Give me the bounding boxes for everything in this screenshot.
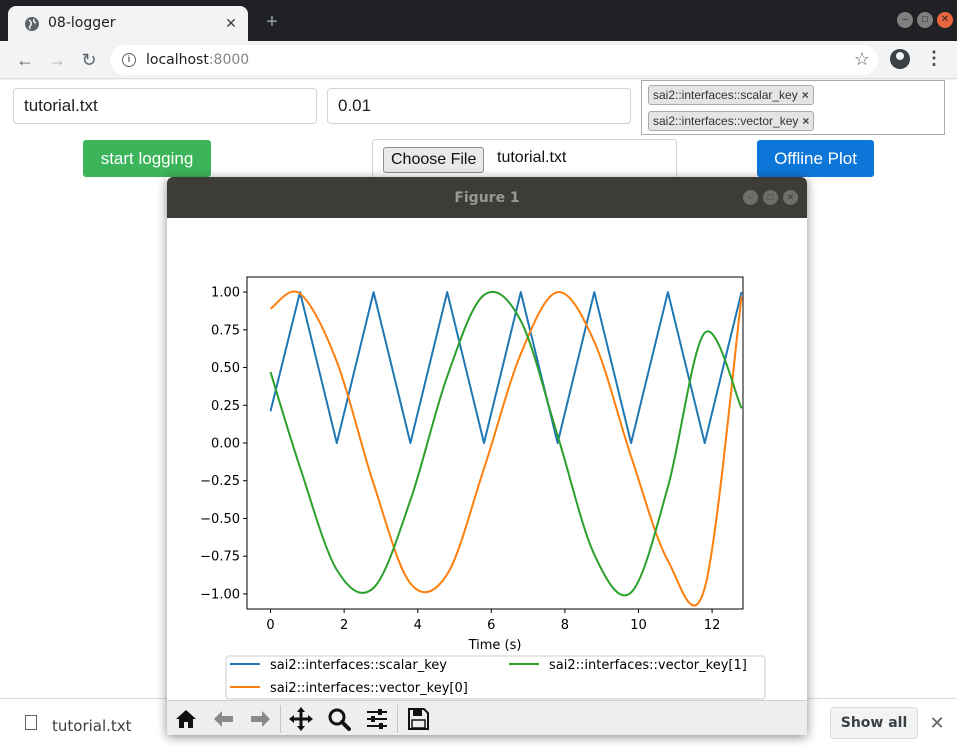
save-icon[interactable] — [405, 706, 431, 732]
selected-key-chip: sai2::interfaces::vector_key × — [648, 111, 815, 131]
toolbar-separator — [280, 705, 281, 733]
remove-chip-icon[interactable]: × — [801, 88, 809, 102]
browser-toolbar: ← → ↻ i localhost:8000 ☆ — [0, 41, 957, 79]
account-avatar-icon[interactable] — [890, 49, 910, 69]
series-line — [269, 290, 743, 607]
figure-window-title: Figure 1 — [454, 190, 520, 206]
toolbar-separator — [397, 705, 398, 733]
log-filename-input[interactable]: tutorial.txt — [13, 88, 317, 124]
y-tick-label: −0.25 — [200, 474, 240, 489]
x-axis-label: Time (s) — [468, 638, 522, 653]
x-tick-label: 8 — [561, 618, 569, 633]
x-tick-label: 6 — [487, 618, 495, 633]
y-tick-label: 1.00 — [211, 286, 240, 301]
offline-plot-button[interactable]: Offline Plot — [757, 140, 874, 177]
y-tick-label: 0.00 — [211, 437, 240, 452]
x-tick-label: 10 — [630, 618, 647, 633]
home-icon[interactable] — [173, 706, 199, 732]
legend-box — [225, 655, 766, 700]
y-tick-label: 0.75 — [211, 323, 240, 338]
y-tick-label: 0.25 — [211, 399, 240, 414]
maximize-window-icon[interactable]: □ — [917, 12, 933, 28]
y-tick-label: −0.50 — [200, 512, 240, 527]
close-downloads-icon[interactable]: ✕ — [929, 713, 945, 733]
figure-titlebar[interactable]: Figure 1 – □ ✕ — [167, 177, 807, 218]
x-tick-label: 0 — [266, 618, 274, 633]
forward-arrow-icon[interactable]: → — [48, 50, 66, 70]
bookmark-star-icon[interactable]: ☆ — [853, 49, 870, 69]
site-info-icon[interactable]: i — [122, 53, 136, 67]
legend-label: sai2::interfaces::scalar_key — [270, 658, 447, 673]
series-line — [269, 291, 743, 444]
close-window-icon[interactable]: ✕ — [937, 12, 953, 28]
figure-maximize-icon[interactable]: □ — [763, 190, 778, 205]
log-interval-input[interactable]: 0.01 — [327, 88, 631, 124]
remove-chip-icon[interactable]: × — [802, 114, 810, 128]
y-tick-label: −1.00 — [200, 587, 240, 602]
url-text: localhost:8000 — [146, 52, 250, 68]
pan-icon[interactable] — [288, 706, 314, 732]
tab-title: 08-logger — [48, 15, 116, 31]
redis-keys-select[interactable]: sai2::interfaces::scalar_key × sai2::inte… — [641, 80, 945, 135]
address-bar[interactable]: i localhost:8000 ☆ — [110, 45, 878, 75]
zoom-icon[interactable] — [326, 706, 352, 732]
back-arrow-icon[interactable]: ← — [16, 50, 34, 70]
x-tick-label: 2 — [340, 618, 348, 633]
browser-menu-icon[interactable]: ⋮ — [925, 48, 943, 68]
legend-label: sai2::interfaces::vector_key[1] — [549, 658, 747, 673]
browser-tab-strip: 08-logger ✕ + – □ ✕ — [0, 0, 957, 41]
new-tab-icon[interactable]: + — [266, 11, 278, 33]
y-tick-label: 0.50 — [211, 361, 240, 376]
x-tick-label: 4 — [414, 618, 422, 633]
show-all-button[interactable]: Show all — [830, 707, 918, 739]
line-chart: 1.00 0.75 0.50 0.25 0.00 −0.25 −0.50 −0.75 −1.00… — [200, 276, 766, 700]
file-picker: Choose File tutorial.txt — [372, 139, 677, 179]
figure-minimize-icon[interactable]: – — [743, 190, 758, 205]
start-logging-button[interactable]: start logging — [83, 140, 211, 177]
series-line — [269, 290, 743, 597]
close-tab-icon[interactable]: ✕ — [225, 15, 237, 31]
x-tick-label: 12 — [704, 618, 721, 633]
legend-label: sai2::interfaces::vector_key[0] — [270, 681, 468, 696]
reload-icon[interactable]: ↻ — [81, 50, 97, 70]
file-icon — [25, 715, 37, 730]
download-item-name[interactable]: tutorial.txt — [52, 717, 132, 735]
forward-icon[interactable] — [247, 706, 273, 732]
browser-tab[interactable]: 08-logger ✕ — [8, 6, 248, 41]
figure-close-icon[interactable]: ✕ — [783, 190, 798, 205]
choose-file-button[interactable]: Choose File — [383, 147, 485, 173]
figure-toolbar — [167, 700, 807, 735]
globe-icon — [25, 17, 39, 31]
chosen-file-name: tutorial.txt — [497, 149, 567, 166]
configure-icon[interactable] — [364, 706, 390, 732]
minimize-window-icon[interactable]: – — [897, 12, 913, 28]
back-icon[interactable] — [211, 706, 237, 732]
y-tick-label: −0.75 — [200, 550, 240, 565]
selected-key-chip: sai2::interfaces::scalar_key × — [648, 85, 814, 105]
figure-window: Figure 1 – □ ✕ 1.00 0.75 0.50 0.25 0.00 −0.25… — [167, 177, 807, 735]
